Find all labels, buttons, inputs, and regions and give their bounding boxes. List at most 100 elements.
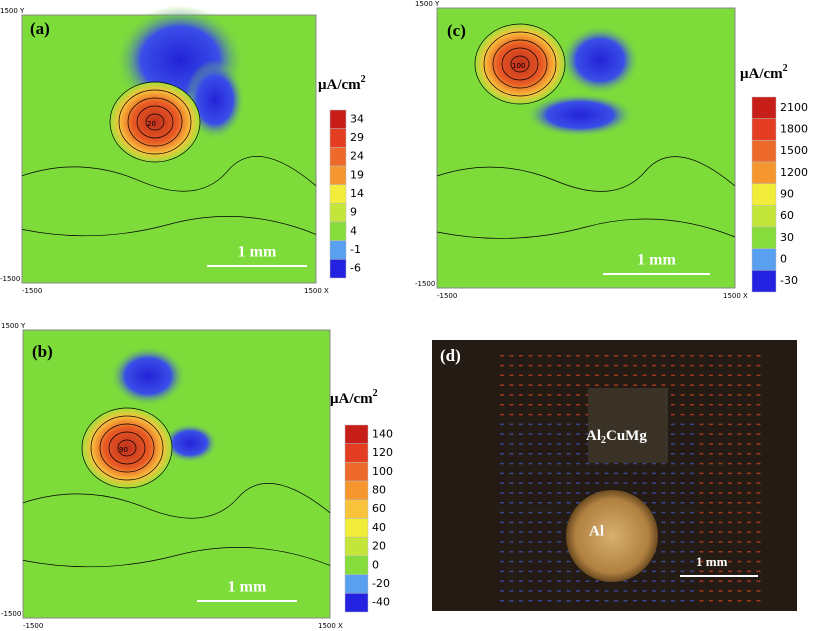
arrow (547, 394, 552, 396)
arrow (566, 492, 571, 494)
arrow (728, 355, 732, 357)
arrow (547, 492, 552, 494)
colorbar-tick: 120 (372, 446, 393, 459)
arrow (557, 413, 561, 416)
arrow (538, 482, 542, 484)
arrow (747, 521, 751, 524)
arrow (538, 600, 542, 602)
arrow (538, 453, 542, 455)
arrow (528, 600, 533, 602)
arrow (737, 551, 742, 553)
arrow (747, 482, 751, 484)
colorbar-tick: 80 (372, 483, 386, 496)
arrow (642, 502, 647, 504)
arrow (585, 374, 590, 377)
arrow (509, 531, 514, 533)
colorbar-swatch (329, 109, 347, 129)
arrow (747, 551, 751, 553)
arrow (538, 364, 542, 367)
colorbar-tick: 100 (372, 465, 393, 478)
arrow (699, 511, 704, 514)
arrow (509, 482, 514, 484)
contour (436, 218, 736, 239)
arrow (680, 443, 685, 445)
arrow (709, 413, 713, 416)
arrow (699, 541, 704, 543)
arrow (528, 462, 533, 465)
arrow (528, 570, 533, 573)
arrow (547, 570, 552, 573)
arrow (756, 482, 761, 484)
arrow (737, 560, 742, 563)
arrow (671, 423, 675, 426)
axis-label: 1500 X (318, 622, 343, 630)
arrow (519, 482, 523, 484)
contour (90, 415, 164, 481)
arrow (690, 472, 694, 475)
arrow (585, 384, 590, 386)
arrow (519, 443, 523, 445)
contour (136, 105, 174, 139)
arrow (576, 462, 580, 465)
arrow (585, 472, 590, 475)
arrow (737, 462, 742, 465)
arrow (566, 364, 571, 367)
panel-label: (d) (440, 346, 461, 365)
arrow (661, 355, 666, 357)
arrow (547, 364, 552, 367)
arrow (699, 364, 704, 367)
colorbar-tick: 19 (350, 168, 364, 181)
arrow (680, 492, 685, 494)
arrow (557, 590, 561, 592)
colorbar-swatch (329, 259, 347, 279)
colorbar-swatch (751, 248, 777, 271)
arrow (557, 580, 561, 582)
colorbar-swatch (751, 118, 777, 141)
arrow (747, 433, 751, 435)
arrow (547, 531, 552, 533)
arrow (566, 472, 571, 475)
text: CuMg (606, 428, 647, 444)
arrow (500, 394, 504, 396)
colorbar-tick: 40 (372, 521, 386, 534)
arrow (728, 590, 732, 592)
arrow (528, 443, 533, 445)
arrow (642, 600, 647, 602)
arrow (709, 453, 713, 455)
arrow (557, 472, 561, 475)
arrow (633, 364, 637, 367)
arrow (500, 521, 504, 524)
text: μA/cm (740, 66, 783, 82)
colorbar-swatch (344, 593, 369, 613)
arrow (699, 580, 704, 582)
arrow (509, 394, 514, 396)
arrow (680, 600, 685, 602)
arrow (604, 600, 609, 602)
arrow (585, 433, 590, 435)
arrow (661, 364, 666, 367)
contour (474, 23, 566, 105)
intermetallic-label: Al2CuMg (586, 428, 647, 446)
arrow (528, 413, 533, 416)
arrow (699, 570, 704, 573)
arrow (528, 364, 533, 367)
colorbar-tick: 30 (780, 231, 794, 244)
arrow (595, 472, 599, 475)
arrow (709, 482, 713, 484)
arrow (756, 570, 761, 573)
arrow (652, 511, 656, 514)
arrow (509, 600, 514, 602)
arrow (509, 364, 514, 367)
arrow (576, 590, 580, 592)
arrow (728, 521, 732, 524)
arrow (699, 443, 704, 445)
arrow (500, 482, 504, 484)
colorbar-swatch (344, 555, 369, 575)
arrow (557, 560, 561, 563)
arrow (709, 423, 713, 426)
arrow (538, 580, 542, 582)
arrow (500, 531, 504, 533)
arrow (661, 472, 666, 475)
arrow (566, 384, 571, 386)
arrow (737, 433, 742, 435)
